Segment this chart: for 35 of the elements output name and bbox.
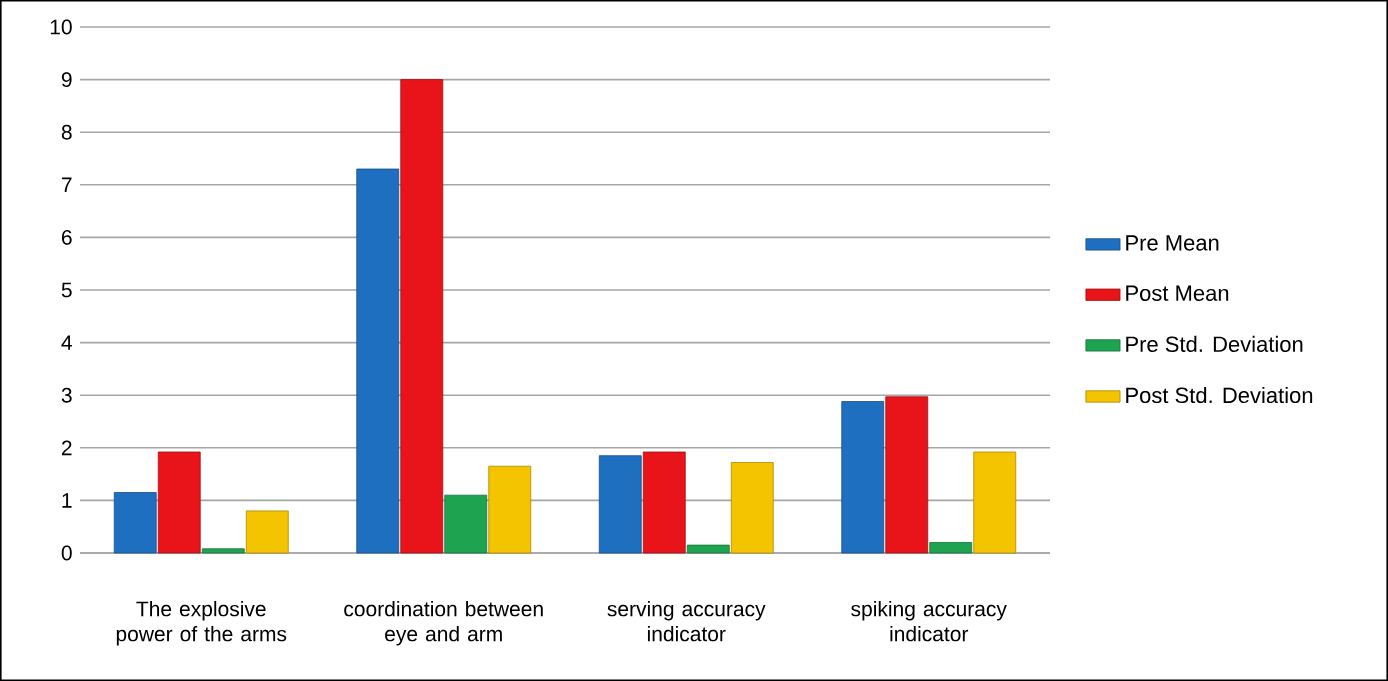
bar (157, 451, 201, 554)
x-tick-label: The explosive power of the arms (116, 600, 287, 646)
x-tick-label: coordination between eye and arm (344, 600, 543, 646)
bar (488, 465, 532, 554)
bar (201, 548, 245, 554)
y-tick-label: 7 (61, 177, 72, 193)
y-tick-label: 8 (61, 124, 72, 140)
bar (730, 462, 774, 554)
bar (245, 510, 289, 554)
y-tick-label: 6 (61, 229, 72, 245)
y-tick-label: 2 (61, 440, 72, 456)
x-tick-label: serving accuracy indicator (607, 600, 766, 642)
bar (444, 494, 488, 554)
bar (686, 544, 730, 554)
legend-label: Pre Std. Deviation (1126, 335, 1303, 353)
bar (642, 451, 686, 554)
bar (841, 401, 885, 554)
bar (356, 168, 400, 554)
x-tick-label: spiking accuracy indicator (851, 600, 1007, 642)
legend-label: Post Mean (1126, 285, 1229, 301)
legend-label: Pre Mean (1126, 235, 1219, 251)
y-tick-label: 0 (61, 545, 72, 561)
bar (885, 396, 929, 554)
y-tick-label: 1 (62, 493, 72, 508)
y-tick-label: 4 (61, 335, 72, 350)
bar (598, 455, 642, 554)
bar (929, 542, 973, 554)
y-tick-label: 10 (50, 19, 72, 35)
bar (113, 492, 157, 554)
bar (400, 79, 444, 554)
bar (973, 451, 1017, 554)
y-tick-label: 3 (61, 387, 72, 403)
legend-label: Post Std. Deviation (1126, 386, 1313, 404)
y-tick-label: 5 (61, 282, 72, 298)
y-tick-label: 9 (61, 72, 72, 88)
